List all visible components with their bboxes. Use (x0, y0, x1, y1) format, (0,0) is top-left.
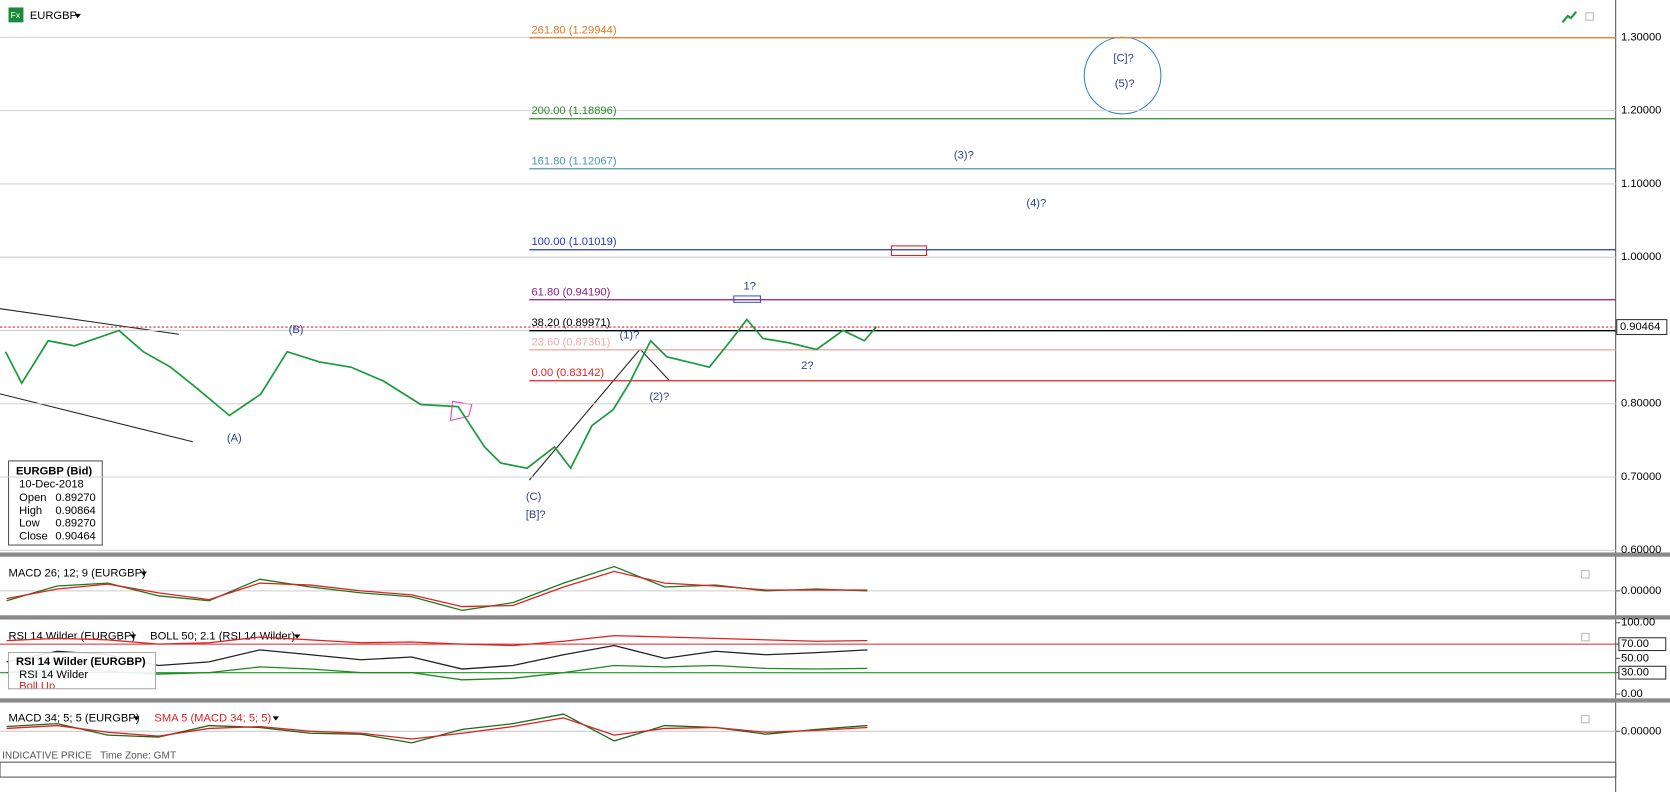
indicator-line (6, 570, 868, 608)
symbol-icon-text: Fx (11, 10, 21, 20)
y-tick-box (1618, 665, 1667, 680)
info-value: 0.89270 (55, 492, 95, 504)
target-box (890, 245, 928, 257)
wave-label: 2? (801, 360, 813, 372)
wave-label: (4)? (1026, 197, 1046, 209)
indicator-title[interactable]: RSI 14 Wilder (EURGBP) (9, 631, 136, 643)
fib-label: 61.80 (0.94190) (531, 286, 610, 298)
trend-line (0, 393, 193, 443)
info-key: Open (19, 492, 46, 504)
info-title: EURGBP (Bid) (16, 466, 92, 478)
fib-label: 38.20 (0.89971) (531, 317, 610, 329)
dropdown-arrow[interactable] (272, 716, 280, 721)
info-value: 0.90464 (55, 530, 95, 542)
dropdown-arrow[interactable] (74, 13, 81, 19)
wave-label: [B]? (526, 509, 546, 521)
info-key: Low (19, 518, 40, 530)
window-button[interactable] (1585, 12, 1594, 21)
last-price-box (1616, 319, 1668, 336)
dropdown-arrow[interactable] (293, 634, 301, 639)
y-tick-label: 0.70000 (1621, 471, 1661, 483)
last-price-label: 0.90464 (1620, 321, 1660, 333)
fib-label: 161.80 (1.12067) (531, 155, 616, 167)
wave-label: (5)? (1115, 78, 1135, 90)
window-button[interactable] (1581, 570, 1590, 579)
y-tick-label: 100.00 (1621, 617, 1655, 629)
window-button[interactable] (1581, 714, 1590, 724)
fib-label: 0.00 (0.83142) (531, 367, 604, 379)
wave-label: (3)? (954, 149, 974, 161)
fib-label: 261.80 (1.29944) (531, 24, 616, 36)
dropdown-arrow[interactable] (140, 571, 147, 576)
info-date: 10-Dec-2018 (19, 478, 84, 490)
y-tick-label: 30.00 (1621, 667, 1649, 679)
indicator-line (6, 717, 868, 740)
wave-label: 1? (744, 280, 756, 292)
wave-label: (2)? (649, 391, 669, 403)
y-tick-label: 0.00000 (1621, 585, 1661, 597)
y-tick-label: 70.00 (1621, 638, 1649, 650)
y-tick-label: 1.30000 (1621, 31, 1661, 43)
y-tick-label: 1.00000 (1621, 251, 1661, 263)
indicator-title[interactable]: MACD 34; 5; 5 (EURGBP) (9, 713, 140, 725)
info-key: Close (19, 530, 48, 542)
wave-label: (C) (526, 491, 542, 503)
fib-label: 100.00 (1.01019) (531, 236, 616, 248)
panel-separator (0, 698, 1670, 703)
rsi-legend-row: Boll Up (19, 681, 55, 693)
panel-separator (0, 615, 1670, 620)
wave-label: (B) (289, 324, 304, 336)
panel-separator (0, 552, 1670, 557)
y-tick-label: 0.00000 (1621, 725, 1661, 737)
trend-icon[interactable] (1561, 11, 1578, 24)
fib-label: 200.00 (1.18896) (531, 105, 616, 117)
symbol-icon[interactable] (8, 7, 24, 23)
symbol-name[interactable]: EURGBP (30, 10, 77, 22)
rsi-legend (7, 652, 157, 690)
info-value: 0.90864 (55, 505, 95, 517)
y-tick-label: 50.00 (1621, 652, 1649, 664)
wave-label: (1)? (620, 329, 640, 341)
indicator-title[interactable]: MACD 26; 12; 9 (EURGBP) (9, 568, 147, 580)
y-tick-box (1618, 637, 1667, 652)
wave-label: [C]? (1113, 53, 1134, 65)
info-key: High (19, 505, 42, 517)
window-button[interactable] (1581, 632, 1590, 642)
time-axis (0, 761, 1617, 778)
wave-label: (A) (227, 433, 242, 445)
dropdown-arrow[interactable] (129, 634, 137, 639)
rsi-legend-title: RSI 14 Wilder (EURGBP) (16, 656, 146, 668)
indicator-title[interactable]: BOLL 50; 2.1 (RSI 14 Wilder) (150, 631, 295, 643)
y-tick-label: 1.10000 (1621, 178, 1661, 190)
y-tick-label: 0.80000 (1621, 398, 1661, 410)
info-box (7, 460, 103, 546)
wave-zigzag (528, 348, 670, 481)
dropdown-arrow[interactable] (133, 716, 140, 721)
indicator-title[interactable]: SMA 5 (MACD 34; 5; 5) (154, 713, 271, 725)
price-line (4, 318, 878, 470)
rsi-legend-row: RSI 14 Wilder (19, 669, 88, 681)
y-tick-label: 1.20000 (1621, 105, 1661, 117)
y-tick-label: 0.60000 (1621, 544, 1661, 556)
info-value: 0.89270 (55, 518, 95, 530)
y-tick-label: 0.00 (1621, 688, 1643, 700)
fib-label: 23.60 (0.87361) (531, 336, 610, 348)
footer: INDICATIVE PRICE Time Zone: GMT (2, 750, 176, 761)
indicator-line (6, 634, 868, 647)
